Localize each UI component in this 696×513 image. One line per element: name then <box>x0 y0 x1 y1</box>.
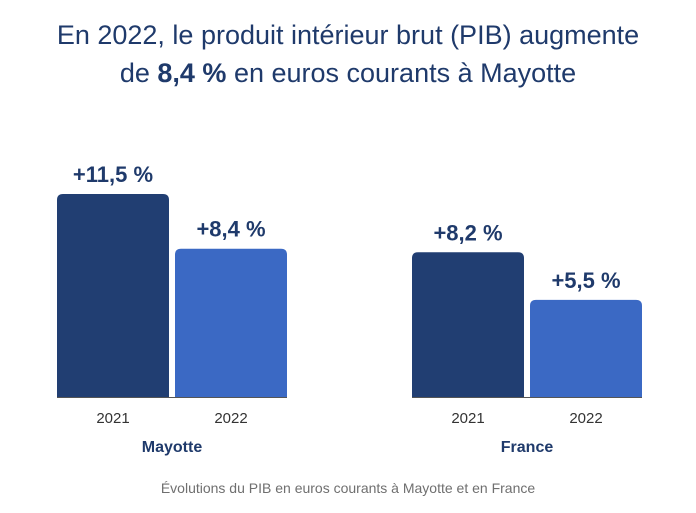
title-line-2: de 8,4 % en euros courants à Mayotte <box>0 54 696 92</box>
tick-label-mayotte-2022: 2022 <box>214 410 247 427</box>
group-label-france: France <box>501 439 554 456</box>
bar-france-2022 <box>530 299 642 397</box>
chart-caption: Évolutions du PIB en euros courants à Ma… <box>160 480 536 496</box>
value-label-mayotte-2021: +11,5 % <box>73 162 153 187</box>
tick-label-mayotte-2021: 2021 <box>96 410 129 427</box>
bar-mayotte-2021 <box>57 194 169 397</box>
value-label-france-2021: +8,2 % <box>433 220 502 245</box>
tick-label-france-2022: 2022 <box>569 410 602 427</box>
chart-title: En 2022, le produit intérieur brut (PIB)… <box>0 16 696 92</box>
group-label-mayotte: Mayotte <box>142 439 203 456</box>
tick-label-france-2021: 2021 <box>451 410 484 427</box>
title-prefix: de <box>119 58 150 88</box>
bar-mayotte-2022 <box>175 248 287 397</box>
title-highlight-value: 8,4 % <box>157 58 227 88</box>
bar-france-2021 <box>412 252 524 397</box>
title-suffix: en euros courants à Mayotte <box>233 58 577 88</box>
value-label-mayotte-2022: +8,4 % <box>196 217 265 242</box>
title-line-1: En 2022, le produit intérieur brut (PIB)… <box>56 20 640 50</box>
value-label-france-2022: +5,5 % <box>551 268 620 293</box>
